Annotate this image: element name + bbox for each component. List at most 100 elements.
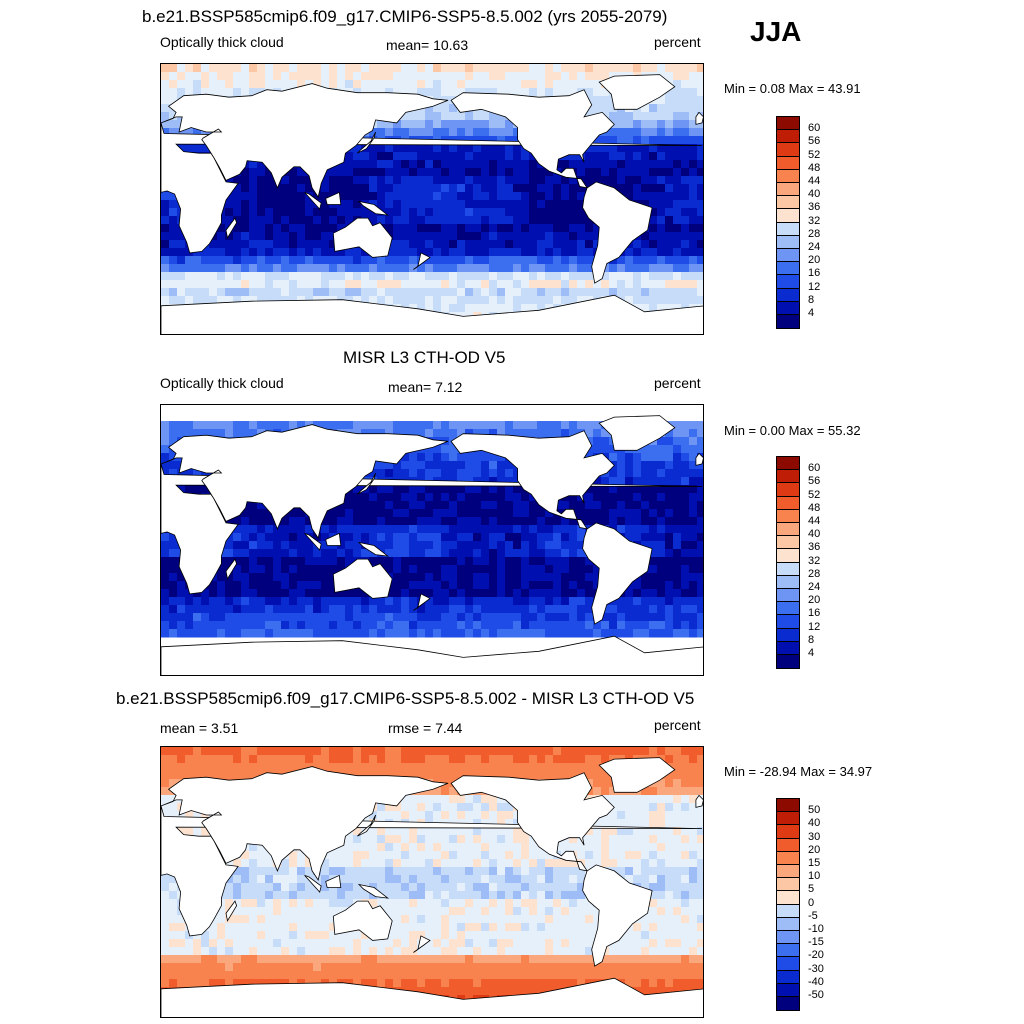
field-cell (425, 184, 434, 193)
field-cell (609, 629, 618, 638)
field-cell (185, 72, 194, 81)
field-cell (513, 629, 522, 638)
field-cell (369, 771, 378, 780)
field-cell (457, 827, 466, 836)
field-cell (593, 176, 602, 185)
field-cell (513, 168, 522, 177)
field-cell (289, 256, 298, 265)
field-cell (281, 216, 290, 225)
field-cell (169, 192, 178, 201)
field-cell (361, 280, 370, 289)
field-cell (449, 517, 458, 526)
field-cell (433, 240, 442, 249)
field-cell (529, 232, 538, 241)
field-cell (641, 168, 650, 177)
field-cell (417, 160, 426, 169)
field-cell (161, 779, 170, 788)
field-cell (673, 168, 682, 177)
field-cell (417, 120, 426, 129)
field-cell (169, 216, 178, 225)
field-cell (297, 184, 306, 193)
field-cell (161, 605, 170, 614)
field-cell (161, 629, 170, 638)
field-cell (241, 509, 250, 518)
field-cell (297, 755, 306, 764)
field-cell (329, 509, 338, 518)
coastline (225, 558, 238, 580)
field-cell (593, 88, 602, 97)
field-cell (489, 597, 498, 606)
field-cell (545, 280, 554, 289)
field-cell (681, 288, 690, 297)
field-cell (441, 589, 450, 598)
field-cell (593, 517, 602, 526)
field-cell (489, 160, 498, 169)
field-cell (465, 573, 474, 582)
field-cell (689, 517, 698, 526)
field-cell (673, 747, 682, 756)
field-cell (569, 763, 578, 772)
field-cell (425, 557, 434, 566)
field-cell (393, 469, 402, 478)
field-cell (457, 613, 466, 622)
field-cell (505, 493, 514, 502)
field-cell (545, 264, 554, 273)
field-cell (385, 827, 394, 836)
field-cell (361, 501, 370, 510)
colorbar-swatch (777, 615, 799, 629)
field-cell (401, 429, 410, 438)
field-cell (369, 469, 378, 478)
field-cell (169, 264, 178, 273)
field-cell (625, 192, 634, 201)
field-cell (385, 88, 394, 97)
field-cell (529, 501, 538, 510)
colorbar-tick-label: 44 (808, 515, 821, 527)
field-cell (553, 288, 562, 297)
field-cell (657, 240, 666, 249)
field-cell (505, 533, 514, 542)
field-cell (489, 557, 498, 566)
field-cell (665, 803, 674, 812)
field-cell (305, 549, 314, 558)
field-cell (281, 763, 290, 772)
field-cell (345, 493, 354, 502)
field-cell (305, 597, 314, 606)
field-cell (393, 581, 402, 590)
field-cell (577, 605, 586, 614)
field-cell (681, 224, 690, 233)
field-cell (529, 160, 538, 169)
field-cell (561, 573, 570, 582)
field-cell (337, 613, 346, 622)
field-cell (537, 541, 546, 550)
field-cell (425, 533, 434, 542)
field-cell (489, 136, 498, 145)
field-cell (449, 200, 458, 209)
field-cell (361, 613, 370, 622)
field-cell (369, 152, 378, 161)
field-cell (617, 461, 626, 470)
field-cell (249, 184, 258, 193)
field-cell (497, 755, 506, 764)
field-cell (289, 541, 298, 550)
field-cell (505, 152, 514, 161)
colorbar-swatch (777, 235, 799, 249)
field-cell (353, 64, 362, 73)
field-cell (201, 280, 210, 289)
field-cell (481, 136, 490, 145)
field-cell (177, 88, 186, 97)
field-cell (361, 517, 370, 526)
field-cell (641, 581, 650, 590)
field-cell (209, 629, 218, 638)
colorbar-swatch (777, 496, 799, 510)
field-cell (513, 771, 522, 780)
field-cell (249, 88, 258, 97)
field-cell (193, 280, 202, 289)
field-cell (601, 445, 610, 454)
field-cell (633, 469, 642, 478)
field-cell (625, 264, 634, 273)
field-cell (417, 240, 426, 249)
field-cell (433, 272, 442, 281)
field-cell (265, 589, 274, 598)
field-cell (401, 256, 410, 265)
field-cell (273, 256, 282, 265)
